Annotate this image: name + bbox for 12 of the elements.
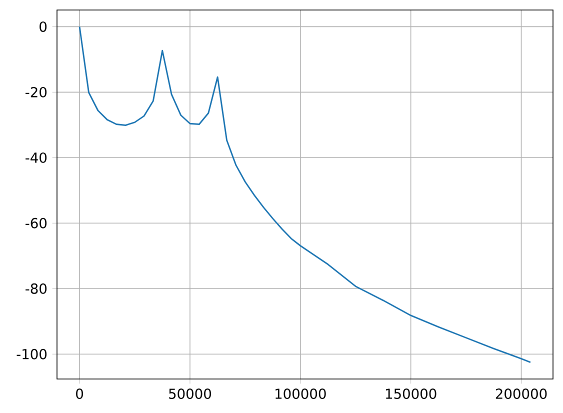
line-series: [78, 26, 532, 364]
x-tick-label: 0: [76, 388, 84, 399]
y-tick-label: -60: [26, 218, 47, 228]
x-tick-label: 150000: [386, 388, 436, 399]
y-tick-label: -100: [16, 348, 47, 360]
x-tick-label: 100000: [276, 388, 326, 399]
x-tick-label: 50000: [169, 388, 212, 399]
y-tick-label: -20: [26, 86, 47, 98]
y-tick-label: -40: [26, 152, 47, 163]
y-tick-label: 0: [40, 21, 47, 32]
x-tick-label: 200000: [496, 388, 547, 399]
y-tick-label: -80: [26, 283, 47, 294]
